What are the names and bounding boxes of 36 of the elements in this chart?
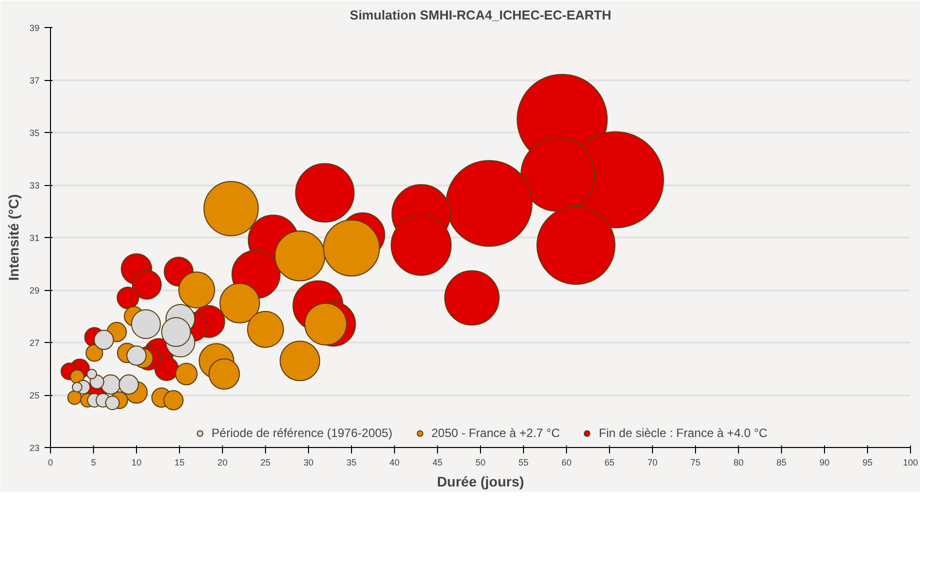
x-tick-label: 75: [690, 458, 701, 468]
y-tick-label: 35: [29, 128, 40, 138]
x-axis-title: Durée (jours): [436, 474, 524, 490]
y-tick-label: 33: [29, 180, 40, 190]
x-tick-label: 50: [475, 458, 486, 468]
y-tick-label: 25: [29, 390, 40, 400]
y-tick-label: 39: [29, 23, 40, 33]
y-tick-label: 27: [29, 338, 40, 348]
legend-label: 2050 - France à +2.7 °C: [431, 426, 560, 440]
legend-label: Période de référence (1976-2005): [212, 426, 392, 440]
x-tick-label: 40: [389, 458, 400, 468]
x-tick-label: 85: [776, 458, 787, 468]
legend-label: Fin de siècle : France à +4.0 °C: [598, 426, 768, 440]
y-tick-label: 37: [29, 76, 40, 86]
x-tick-label: 100: [902, 458, 918, 468]
x-tick-label: 35: [346, 458, 357, 468]
x-tick-label: 5: [90, 458, 96, 468]
y-tick-label: 23: [29, 443, 40, 453]
x-tick-label: 25: [260, 458, 271, 468]
x-tick-label: 95: [862, 458, 873, 468]
x-tick-label: 70: [647, 458, 658, 468]
x-tick-label: 0: [48, 458, 54, 468]
y-tick-label: 29: [29, 286, 40, 296]
x-tick-label: 80: [733, 458, 744, 468]
x-tick-label: 90: [819, 458, 830, 468]
x-tick-label: 55: [518, 458, 529, 468]
y-axis-title: Intensité (°C): [5, 194, 22, 281]
x-tick-label: 45: [432, 458, 443, 468]
y-tick-label: 31: [29, 233, 40, 243]
x-tick-label: 65: [604, 458, 615, 468]
x-tick-label: 60: [561, 458, 572, 468]
x-tick-label: 10: [131, 458, 142, 468]
chart-title: Simulation SMHI-RCA4_ICHEC-EC-EARTH: [350, 8, 612, 22]
x-tick-label: 30: [303, 458, 314, 468]
x-tick-label: 15: [174, 458, 185, 468]
x-tick-label: 20: [217, 458, 228, 468]
